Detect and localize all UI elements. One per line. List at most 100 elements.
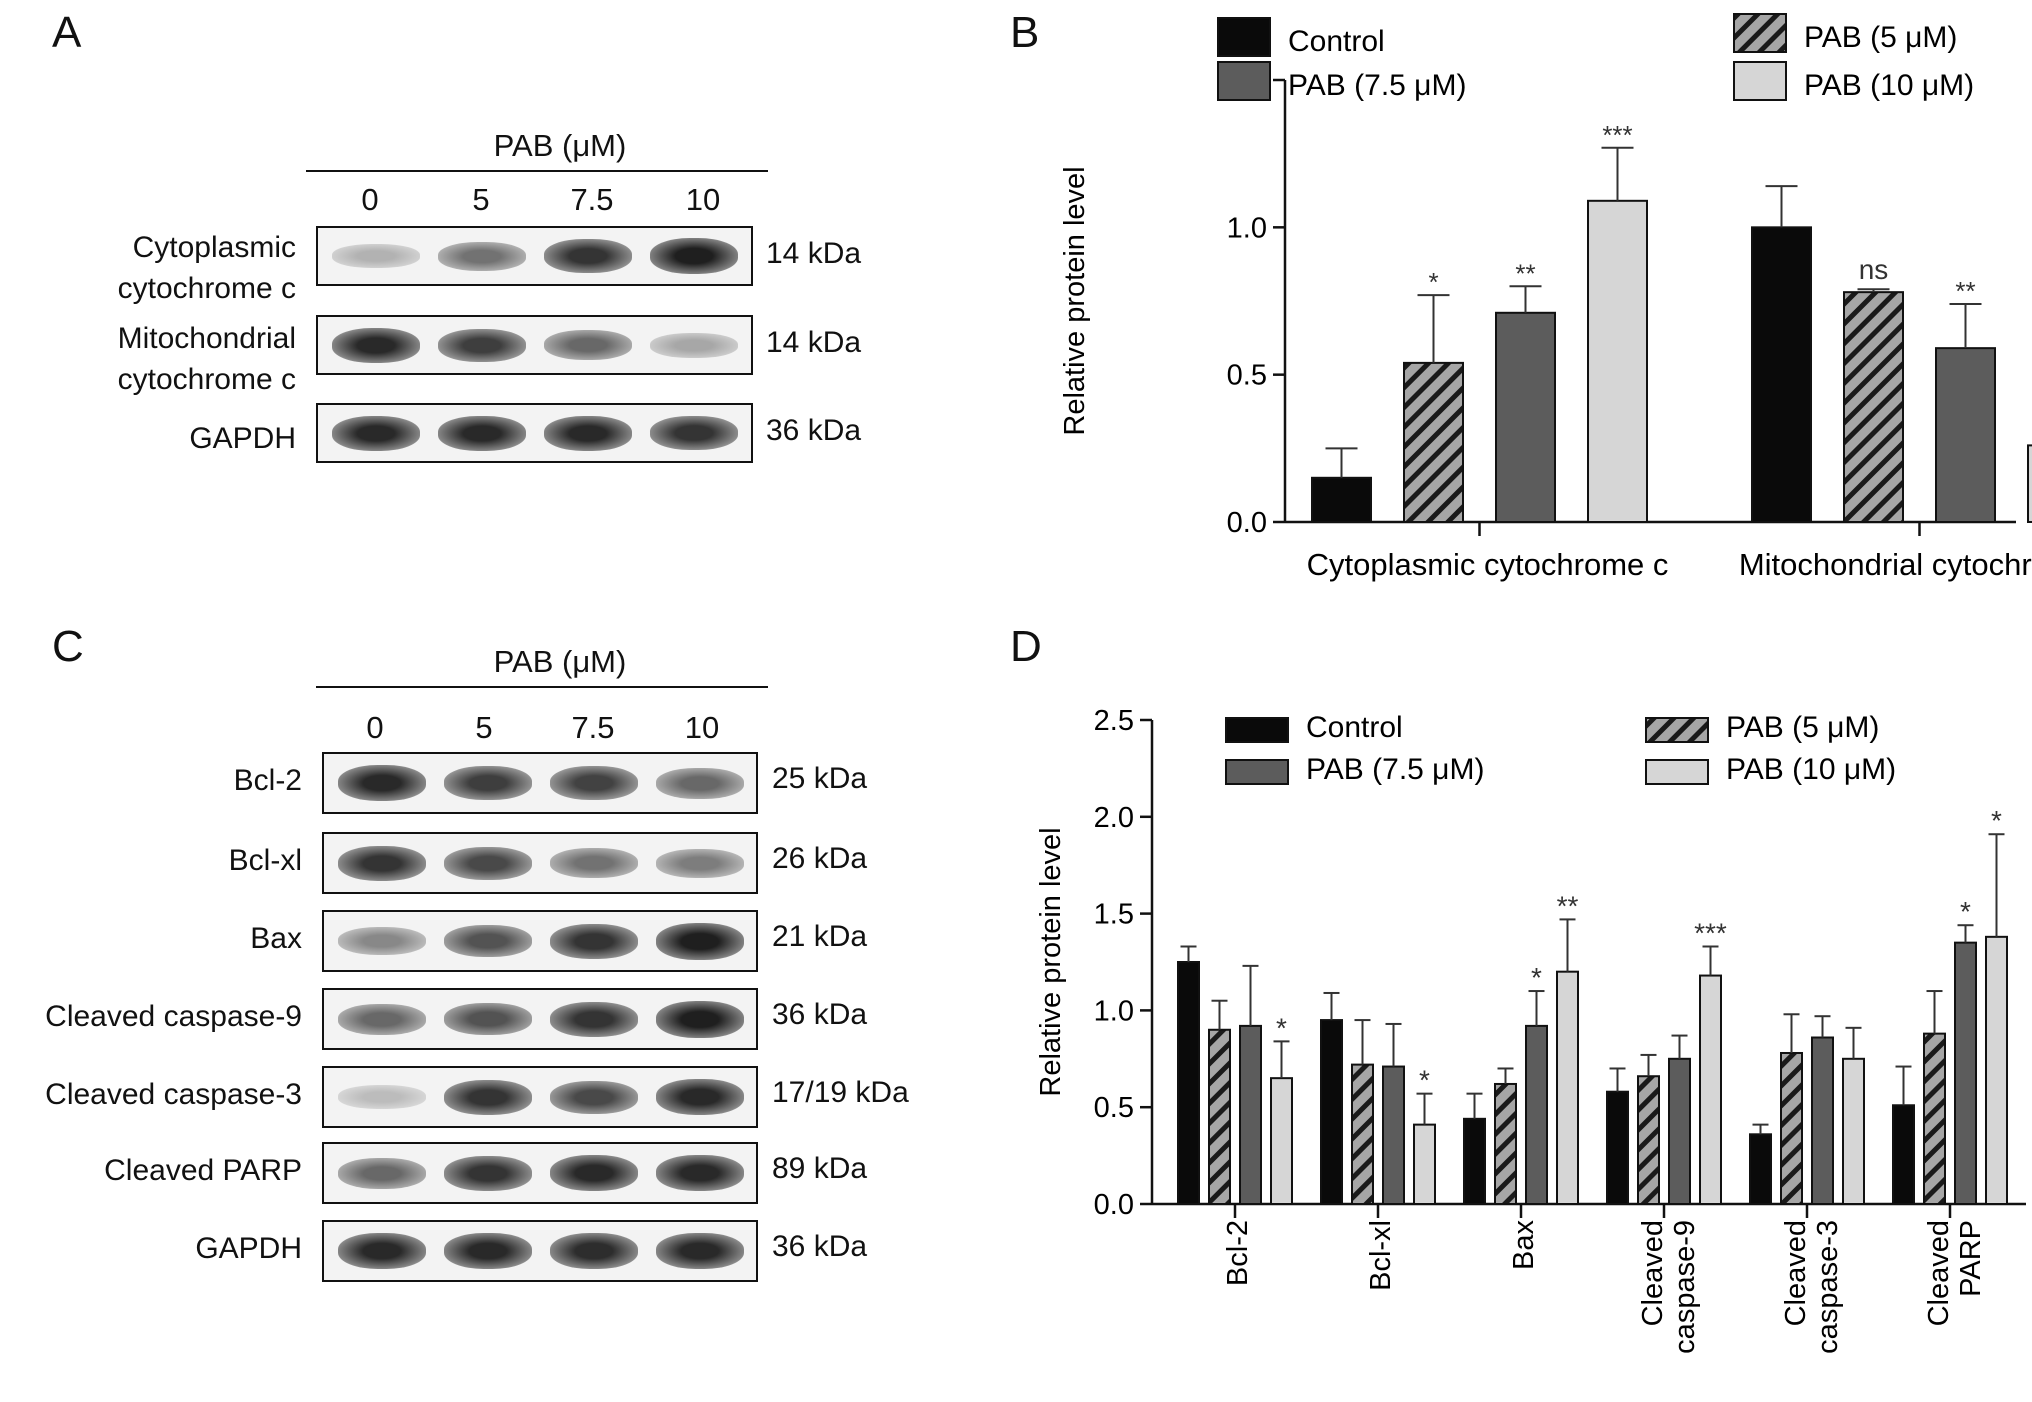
- blot-c-strip: [322, 1066, 758, 1128]
- significance-label: *: [1428, 267, 1438, 297]
- y-tick-label: 2.5: [1094, 705, 1134, 737]
- blot-c-kda: 89 kDa: [772, 1152, 868, 1185]
- significance-label: *: [1419, 1065, 1430, 1096]
- bar: [1587, 199, 1648, 524]
- blot-c-conc-1: 5: [475, 710, 493, 745]
- blot-a-conc-1: 5: [472, 182, 490, 217]
- blot-c-conc-2: 7.5: [571, 710, 615, 745]
- blot-band: [338, 1004, 426, 1035]
- blot-band: [444, 1233, 532, 1269]
- bar: [1320, 1019, 1343, 1205]
- significance-label: *: [1960, 896, 1971, 927]
- x-category-label: Cleaved: [1780, 1220, 1812, 1326]
- blot-band: [444, 925, 532, 957]
- bar: [1780, 1051, 1803, 1205]
- y-tick-label: 0.0: [1094, 1189, 1134, 1221]
- chart-d: 0.0 0.5 1.0 1.5 2.0 2.5 Relative protein level…: [1035, 705, 2026, 1354]
- blot-a-header-rule: [306, 170, 768, 172]
- significance-label: **: [1557, 890, 1579, 921]
- x-category-label: PARP: [1955, 1220, 1987, 1297]
- legend-swatch: [1217, 17, 1271, 57]
- blot-band: [438, 329, 526, 362]
- legend-label: PAB (10 μM): [1726, 753, 1896, 786]
- blot-a-kda: 36 kDa: [766, 414, 862, 447]
- bar: [1843, 291, 1904, 523]
- blot-a-row-label: Cytoplasmic cytochrome c: [40, 227, 296, 309]
- blot-a-strip: [316, 403, 753, 463]
- blot-c-conc-3: 10: [684, 710, 720, 745]
- blot-c-strip: [322, 910, 758, 972]
- legend-label: PAB (5 μM): [1804, 21, 1957, 54]
- blot-a-row-label-line1: Mitochondrial: [117, 322, 296, 355]
- blot-c-kda: 21 kDa: [772, 920, 868, 953]
- blot-band: [656, 1155, 744, 1191]
- bar: [1954, 941, 1977, 1205]
- blot-a-row-label-line1: Cytoplasmic: [132, 231, 296, 264]
- bar: [1177, 961, 1200, 1205]
- blot-a-strip: [316, 315, 753, 375]
- blot-c-row-label: Bcl-2: [233, 764, 302, 797]
- y-axis-label: Relative protein level: [1035, 827, 1067, 1096]
- blot-band: [338, 927, 426, 955]
- blot-a-conc-0: 0: [361, 182, 379, 217]
- bar: [1525, 1024, 1548, 1205]
- blot-c-kda: 36 kDa: [772, 1230, 868, 1263]
- significance-label: **: [1955, 276, 1975, 306]
- x-category-label: Cleaved: [1637, 1220, 1669, 1326]
- significance-label: ***: [1602, 120, 1632, 150]
- blot-c-strip: [322, 1142, 758, 1204]
- x-category-label: Bax: [1508, 1220, 1540, 1270]
- bar: [1382, 1065, 1405, 1205]
- blot-band: [656, 1079, 744, 1115]
- x-category-label: Bcl-xl: [1365, 1220, 1397, 1291]
- blot-band: [444, 1003, 532, 1035]
- panel-label-b: B: [1010, 8, 1040, 57]
- blot-band: [332, 244, 420, 268]
- bar: [1463, 1117, 1486, 1206]
- blot-c-kda: 36 kDa: [772, 998, 868, 1031]
- blot-band: [550, 1081, 638, 1114]
- blot-a-conc-3: 10: [685, 182, 721, 217]
- blot-panel-c: PAB (μM) 0 5 7.5 10 Bcl-2 25 kDa Bcl-xl 26 …: [0, 620, 1000, 1402]
- significance-label: *: [1276, 1012, 1287, 1043]
- blot-a-row-label: GAPDH: [40, 418, 296, 459]
- panel-label-a: A: [52, 8, 82, 57]
- blot-c-header-rule: [316, 686, 768, 688]
- blot-c-row-label: GAPDH: [195, 1232, 302, 1265]
- bar: [1699, 974, 1722, 1205]
- y-tick-label: 1.0: [1227, 212, 1267, 244]
- blot-c-row-label: Cleaved caspase-3: [45, 1078, 302, 1111]
- blot-band: [650, 416, 738, 450]
- significance-label: ***: [1694, 918, 1727, 949]
- blot-a-kda: 14 kDa: [766, 237, 862, 270]
- bar: [1637, 1075, 1660, 1205]
- blot-c-conc-0: 0: [366, 710, 384, 745]
- blot-band: [338, 1085, 426, 1109]
- blot-c-row-label: Cleaved PARP: [104, 1154, 302, 1187]
- blot-band: [656, 849, 744, 878]
- y-tick-label: 0.5: [1227, 360, 1267, 392]
- x-category-label: Cytoplasmic cytochrome c: [1307, 547, 1669, 582]
- legend-label: Control: [1288, 25, 1385, 58]
- blot-band: [550, 1155, 638, 1191]
- blot-a-row-label-line2: cytochrome c: [117, 363, 296, 396]
- blot-c-row-label: Cleaved caspase-9: [45, 1000, 302, 1033]
- bar: [1842, 1057, 1865, 1205]
- y-tick-label: 2.0: [1094, 802, 1134, 834]
- blot-c-strip: [322, 752, 758, 814]
- blot-band: [438, 242, 526, 271]
- bar: [1668, 1057, 1691, 1205]
- blot-band: [338, 765, 426, 801]
- y-tick-label: 1.5: [1094, 899, 1134, 931]
- blot-band: [544, 416, 632, 451]
- bar: [1208, 1028, 1231, 1206]
- blot-c-strip: [322, 1220, 758, 1282]
- bar: [1403, 361, 1464, 523]
- blot-band: [444, 1156, 532, 1191]
- x-category-label: caspase-9: [1669, 1220, 1701, 1354]
- bar: [1556, 970, 1579, 1205]
- blot-band: [550, 1233, 638, 1269]
- blot-a-row-label: Mitochondrial cytochrome c: [40, 318, 296, 400]
- legend-label: PAB (7.5 μM): [1288, 69, 1466, 102]
